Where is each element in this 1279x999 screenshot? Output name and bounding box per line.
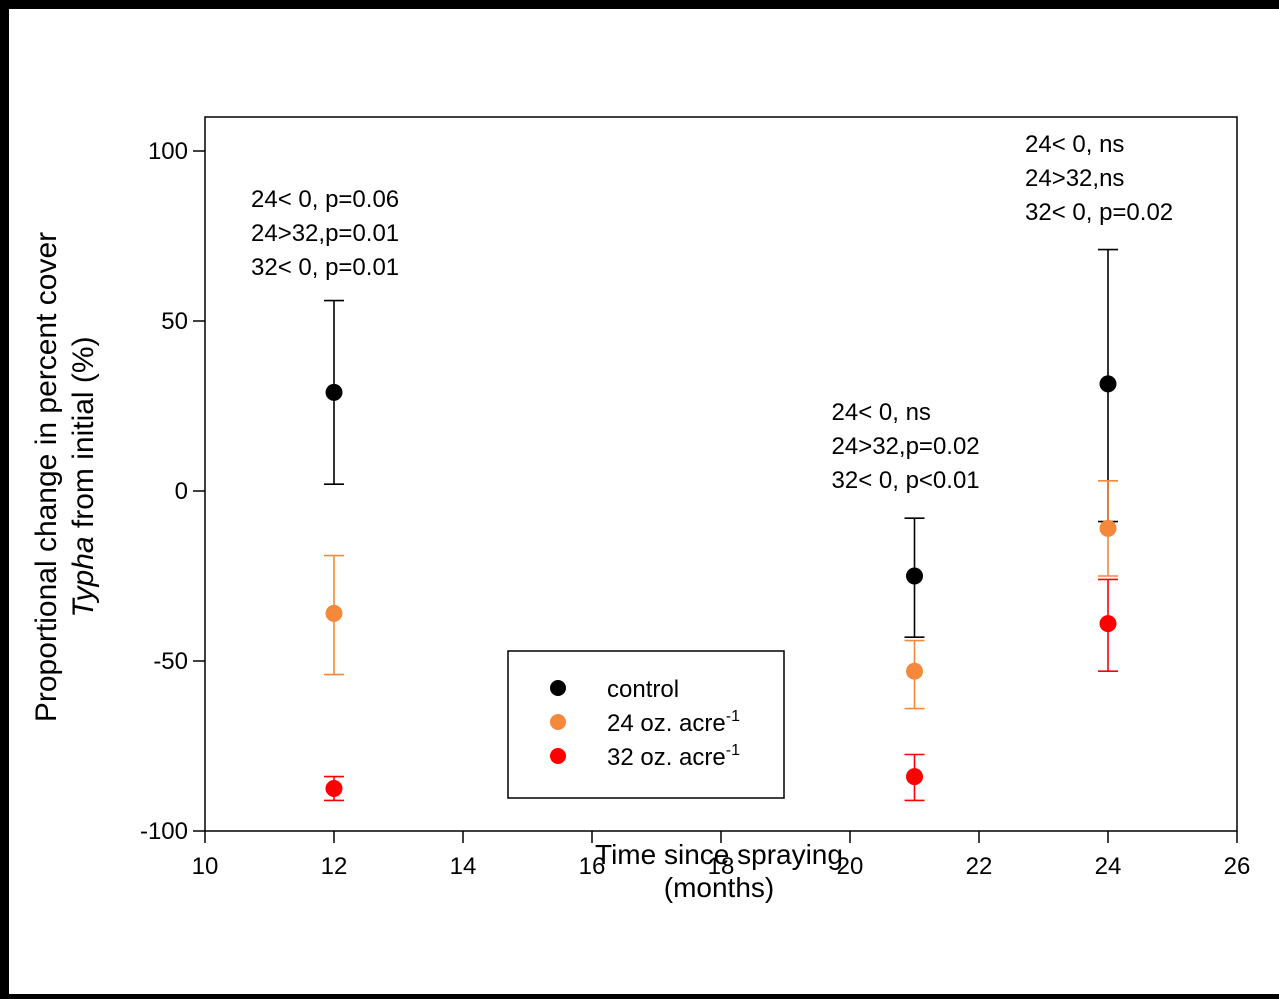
x-tick-label: 12: [321, 853, 348, 880]
y-axis-label-line2: Typha from initial (%): [67, 336, 100, 617]
legend-marker: [550, 680, 566, 696]
axes: 10 12 14 16 18 20 22 24 26 -100 -50 0 50 100: [140, 116, 1251, 880]
legend-label: 24 oz. acre-1: [607, 708, 740, 737]
x-axis-label-units: (months): [664, 872, 774, 903]
annotation-line: 24< 0, ns: [1025, 131, 1124, 158]
y-tick-label: 0: [175, 478, 188, 505]
x-tick-label: 22: [966, 853, 993, 880]
legend-label-text: 32 oz. acre: [607, 744, 726, 771]
x-tick-label: 18: [708, 853, 735, 880]
legend-label: control: [607, 676, 679, 703]
y-tick-label: -50: [153, 648, 188, 675]
legend-label-superscript: -1: [726, 708, 740, 725]
annotation-line: 24>32,p=0.02: [832, 433, 980, 460]
legend-marker: [550, 714, 566, 730]
annotation-line: 24>32,ns: [1025, 165, 1124, 192]
chart: 10 12 14 16 18 20 22 24 26 -100 -50 0 50 100 24< 0, p…: [30, 116, 1251, 903]
data-point: [906, 567, 923, 585]
data-marks: [324, 248, 1118, 802]
x-tick-label: 16: [579, 853, 606, 880]
x-tick-label: 20: [837, 853, 864, 880]
annotation-line: 32< 0, p=0.01: [251, 254, 399, 281]
x-axis-label: Time since spraying: [595, 839, 843, 870]
annotation-line: 32< 0, p<0.01: [832, 467, 980, 494]
annotation-line: 32< 0, p=0.02: [1025, 199, 1173, 226]
data-point: [906, 768, 923, 786]
data-point: [1099, 519, 1117, 537]
data-point: [1099, 375, 1117, 393]
data-point: [325, 604, 343, 622]
y-tick-label: 100: [148, 138, 188, 165]
annotations: 24< 0, p=0.06 24>32,p=0.01 32< 0, p=0.01 24…: [251, 131, 1173, 494]
x-tick-label: 14: [450, 853, 477, 880]
y-tick-label: 50: [161, 308, 188, 335]
data-point: [325, 780, 343, 797]
y-axis-label-genus: Typha: [67, 536, 100, 617]
y-tick-label: -100: [140, 818, 188, 845]
annotation-line: 24>32,p=0.01: [251, 220, 399, 247]
x-tick-label: 10: [192, 853, 219, 880]
figure-panel: 10 12 14 16 18 20 22 24 26 -100 -50 0 50 100 24< 0, p…: [9, 9, 1279, 994]
legend-label-text: 24 oz. acre: [607, 710, 726, 737]
data-point: [906, 662, 923, 680]
x-tick-label: 26: [1224, 853, 1251, 880]
y-axis-label: Proportional change in percent cover: [30, 232, 63, 722]
data-point: [325, 383, 343, 401]
annotation-line: 24< 0, p=0.06: [251, 186, 399, 213]
y-axis-label-rest: from initial (%): [67, 336, 100, 536]
legend-label: 32 oz. acre-1: [607, 742, 740, 771]
legend-label-text: control: [607, 676, 679, 703]
axis-labels: Time since spraying (months) Proportiona…: [30, 232, 843, 903]
x-tick-label: 24: [1095, 853, 1122, 880]
legend-marker: [550, 748, 566, 764]
legend-label-superscript: -1: [726, 742, 740, 759]
annotation-line: 24< 0, ns: [832, 399, 931, 426]
data-point: [1099, 615, 1117, 633]
